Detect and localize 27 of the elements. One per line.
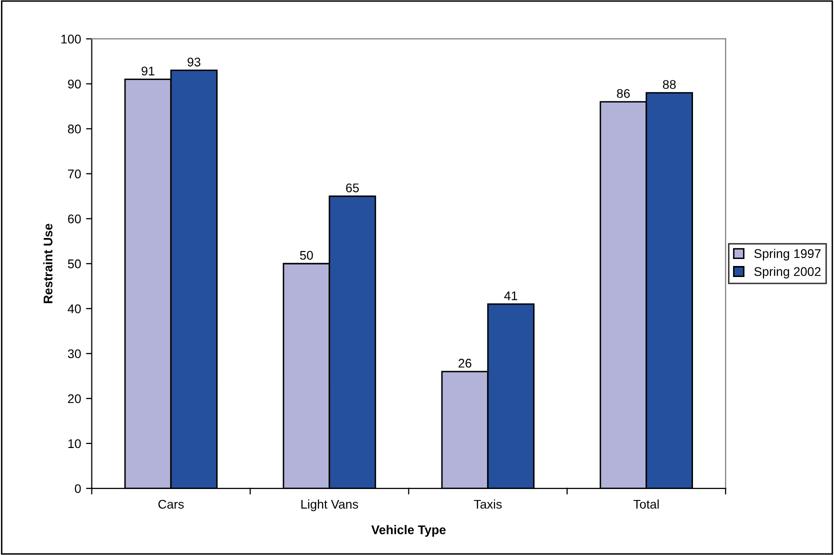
x-tick-label: Taxis (474, 500, 502, 509)
y-tick-label: 40 (68, 304, 81, 314)
legend-label: Spring 1997 (754, 248, 821, 260)
data-label: 41 (504, 292, 518, 300)
data-label: 50 (300, 250, 313, 260)
legend-label: Spring 2002 (754, 266, 821, 278)
y-tick-label: 70 (68, 170, 81, 178)
x-axis-title: Vehicle Type (371, 525, 446, 537)
data-label: 86 (616, 89, 630, 98)
y-tick-label: 90 (68, 80, 81, 88)
y-tick-label: 20 (68, 394, 81, 404)
y-tick-label: 60 (68, 214, 81, 224)
data-label: 88 (662, 80, 676, 89)
y-tick-label: 100 (61, 34, 81, 44)
data-label: 26 (458, 358, 472, 368)
x-tick-label: Light Vans (301, 500, 358, 512)
x-tick-label: Cars (158, 500, 184, 509)
x-tick-label: Total (633, 500, 659, 509)
y-axis-title: Restraint Use (43, 224, 52, 304)
data-label: 91 (142, 66, 154, 76)
y-tick-label: 30 (68, 349, 81, 358)
y-tick-label: 10 (68, 439, 81, 448)
data-label: 93 (188, 58, 200, 66)
y-tick-label: 80 (68, 124, 81, 134)
y-tick-label: 0 (74, 484, 81, 494)
y-tick-label: 50 (68, 259, 81, 268)
data-label: 65 (346, 183, 359, 192)
